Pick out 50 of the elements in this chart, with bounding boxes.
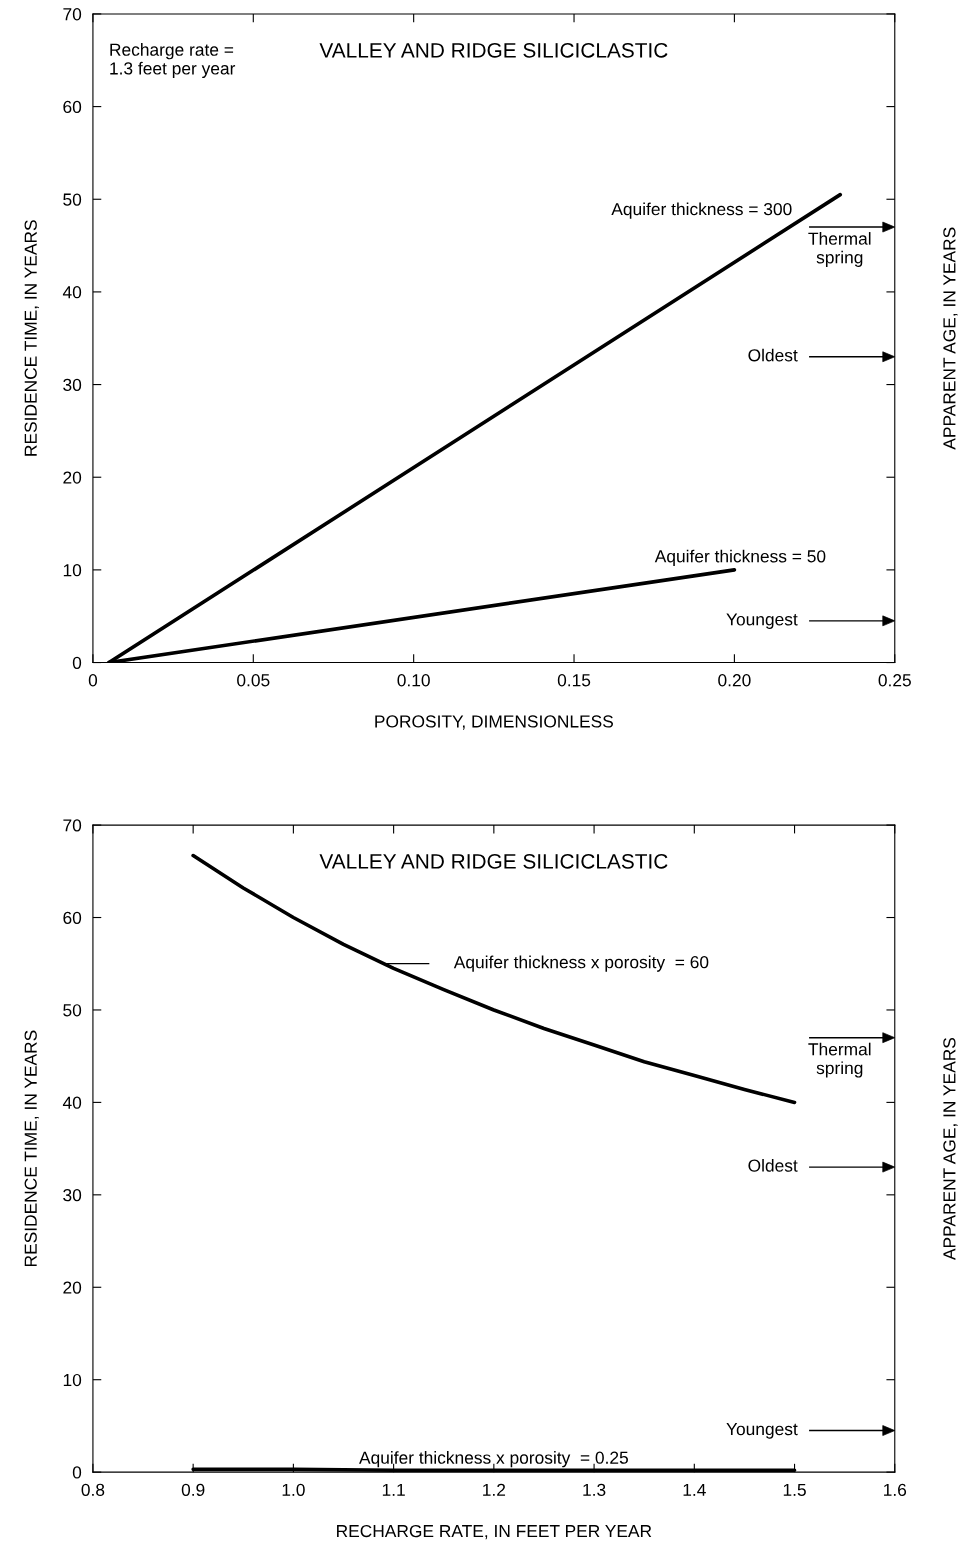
x-tick-label: 1.2 [483, 1483, 506, 1496]
y2-axis-title: APPARENT AGE, IN YEARS [943, 1037, 958, 1261]
y-tick-label: 20 [63, 471, 82, 484]
x-axis-title: RECHARGE RATE, IN FEET PER YEAR [337, 1524, 652, 1540]
y-tick-label: 0 [72, 1466, 82, 1479]
ref-line-label: Oldest [748, 348, 798, 362]
ref-line-label: Youngest [726, 1423, 798, 1439]
x-tick-label: 1.3 [583, 1483, 606, 1497]
x-tick-label: 0 [88, 674, 98, 687]
x-tick-label: 0.15 [557, 674, 591, 687]
y-tick-label: 20 [63, 1281, 82, 1294]
x-tick-label: 0.20 [718, 674, 751, 687]
y-tick-label: 30 [63, 378, 82, 392]
x-tick-label: 0.10 [397, 674, 430, 687]
x-axis-title: POROSITY, DIMENSIONLESS [375, 715, 613, 730]
y-tick-label: 40 [62, 1096, 82, 1109]
series-label: Aquifer thickness = 50 [654, 549, 826, 566]
ref-line-label: Thermal spring [808, 232, 871, 267]
y-tick-label: 40 [62, 286, 82, 299]
x-tick-label: 1.5 [783, 1483, 806, 1497]
y-tick-label: 10 [63, 564, 82, 577]
y-tick-label: 10 [63, 1373, 82, 1387]
x-tick-label: 0.25 [878, 674, 911, 687]
ref-line-label: Thermal spring [808, 1042, 871, 1078]
y-tick-label: 50 [63, 1004, 82, 1017]
x-tick-label: 0.9 [181, 1483, 205, 1497]
x-tick-label: 1.4 [683, 1483, 706, 1496]
x-tick-label: 0.8 [81, 1483, 105, 1497]
y2-axis-title: APPARENT AGE, IN YEARS [943, 227, 958, 450]
y-axis-title: RESIDENCE TIME, IN YEARS [24, 1030, 39, 1267]
y-tick-label: 30 [63, 1189, 82, 1202]
x-tick-label: 1.6 [884, 1483, 907, 1497]
text: VALLEY AND RIDGE SILICICLASTIC [319, 42, 668, 58]
x-tick-label: 1.0 [282, 1483, 305, 1497]
y-axis-title: RESIDENCE TIME, IN YEARS [24, 220, 39, 456]
annotation: Recharge rate = 1.3 feet per year [110, 43, 236, 78]
x-tick-label: 0.05 [237, 674, 270, 687]
legend-label: Aquifer thickness x porosity = 60 [453, 955, 709, 972]
ref-line-label: Youngest [726, 613, 798, 629]
series-label: Aquifer thickness = 300 [611, 202, 792, 219]
text: VALLEY AND RIDGE SILICICLASTIC [319, 853, 668, 869]
series-label: Aquifer thickness x porosity = 0.25 [359, 1451, 628, 1468]
y-tick-label: 0 [72, 656, 82, 670]
y-tick-label: 70 [63, 819, 82, 832]
y-tick-label: 50 [63, 193, 82, 206]
x-tick-label: 1.1 [382, 1483, 405, 1496]
y-tick-label: 60 [63, 911, 82, 924]
y-tick-label: 70 [63, 8, 82, 21]
ref-line-label: Oldest [748, 1159, 798, 1172]
y-tick-label: 60 [63, 100, 82, 114]
